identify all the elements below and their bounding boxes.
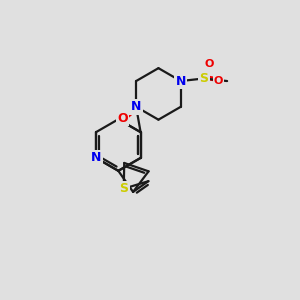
Text: S: S	[119, 182, 128, 195]
Text: N: N	[91, 152, 101, 164]
Text: O: O	[214, 76, 223, 86]
Text: O: O	[117, 112, 128, 125]
Text: N: N	[131, 100, 141, 113]
Text: N: N	[176, 74, 186, 88]
Text: S: S	[200, 72, 208, 85]
Text: O: O	[204, 59, 214, 70]
